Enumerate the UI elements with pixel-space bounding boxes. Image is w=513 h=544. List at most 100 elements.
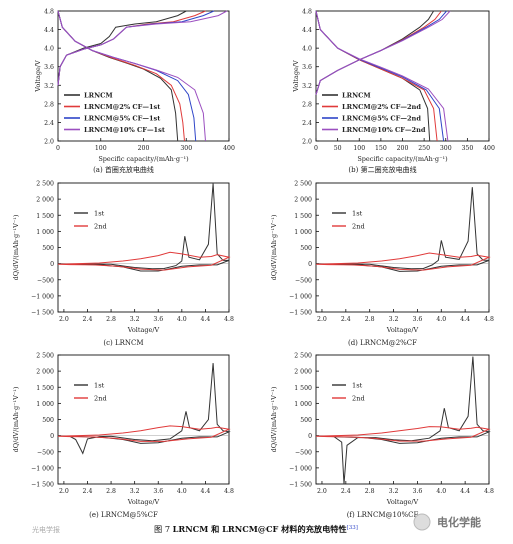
x-tick-label: 3.6 [412, 488, 422, 495]
legend: 1st 2nd [74, 382, 107, 403]
x-tick-label: 4.8 [484, 488, 494, 495]
y-tick-label: 1 000 [294, 229, 312, 236]
y-tick-label: 2 000 [36, 369, 54, 376]
x-tick-label: 3.2 [389, 316, 399, 323]
series-2nd-line [315, 252, 491, 271]
x-tick-label: 50 [334, 145, 342, 152]
y-tick-label: −1 000 [289, 465, 312, 472]
x-axis-label: Voltage/V [127, 498, 160, 506]
x-tick-label: 2.4 [83, 488, 93, 495]
legend-label: LRNCM@2% CF—1st [84, 103, 161, 111]
series-2nd-line [315, 426, 491, 442]
x-tick-label: 4.4 [200, 316, 210, 323]
x-tick-label: 2.4 [341, 316, 351, 323]
y-tick-label: 4.8 [302, 9, 312, 16]
panel-caption: (b) 第二圈充放电曲线 [348, 165, 416, 174]
legend-label: 2nd [352, 395, 365, 403]
x-axis-label: Voltage/V [386, 326, 419, 334]
x-tick-label: 2.0 [59, 316, 69, 323]
y-tick-label: −1 500 [289, 482, 312, 489]
figure-caption-main: LRNCM 和 LRNCM@CF 材料的充放电特性 [173, 524, 347, 534]
legend: 1st 2nd [332, 210, 365, 231]
x-tick-label: 4.8 [224, 488, 234, 495]
chart-panel-a: 2.0 2.4 2.8 3.2 3.6 4.0 4.4 4.8 0 100 200 300 400 Spe… [34, 9, 235, 175]
legend-label: LRNCM [342, 92, 371, 100]
y-tick-label: 2 500 [294, 353, 312, 360]
series-lrncm-5-cf-charge-line [315, 10, 447, 95]
watermark-right: 电化学能 [413, 513, 481, 531]
chart-panel-c: −1 500 −1 000 −500 0 500 1 000 1 500 2 000 2 500… [12, 181, 234, 348]
panel-caption: (d) LRNCM@2%CF [348, 339, 417, 347]
y-tick-label: 0 [50, 433, 54, 440]
x-tick-label: 2.0 [317, 488, 327, 495]
x-axis-label: Voltage/V [127, 326, 160, 334]
y-tick-label: −1 500 [31, 310, 54, 317]
series-lrncm-10-cf-discharge-line [315, 10, 449, 142]
y-tick-label: 4.8 [44, 9, 54, 16]
y-axis-label: dQ/dV/(mAh·g⁻¹V⁻¹) [270, 214, 278, 280]
y-tick-label: 2.4 [302, 120, 312, 127]
y-tick-label: 2.8 [44, 101, 54, 108]
x-tick-label: 200 [397, 145, 409, 152]
x-tick-label: 300 [180, 145, 192, 152]
y-tick-label: 0 [50, 261, 54, 268]
y-axis-label: dQ/dV/(mAh·g⁻¹V⁻¹) [270, 386, 278, 452]
x-tick-label: 2.0 [317, 316, 327, 323]
x-tick-label: 250 [418, 145, 430, 152]
y-tick-label: 2 500 [36, 353, 54, 360]
x-tick-label: 400 [223, 145, 235, 152]
x-tick-label: 400 [483, 145, 495, 152]
y-tick-label: −500 [295, 449, 312, 456]
series-lrncm-10-cf-discharge-line [57, 10, 206, 142]
y-tick-label: 3.2 [302, 83, 312, 90]
y-tick-label: 4.4 [302, 27, 312, 34]
plot-frame [315, 182, 490, 313]
x-tick-label: 3.2 [130, 488, 140, 495]
y-tick-label: 1 000 [36, 401, 54, 408]
series-1st-line [315, 356, 491, 485]
legend-label: LRNCM@2% CF—2nd [342, 103, 421, 111]
x-tick-label: 2.8 [365, 316, 375, 323]
legend: LRNCM LRNCM@2% CF—1st LRNCM@5% CF—1st LRNCM… [64, 92, 166, 134]
y-tick-label: 1 500 [36, 213, 54, 220]
x-tick-label: 4.8 [224, 316, 234, 323]
panel-caption: (c) LRNCM [103, 339, 143, 347]
x-tick-label: 4.0 [177, 488, 187, 495]
y-tick-label: 2 000 [36, 197, 54, 204]
y-tick-label: 0 [308, 261, 312, 268]
x-tick-label: 0 [56, 145, 60, 152]
x-axis-label: Specific capacity/(mAh·g⁻¹) [98, 155, 189, 163]
x-tick-label: 200 [138, 145, 150, 152]
y-tick-label: 1 500 [294, 385, 312, 392]
chart-panel-b: 2.0 2.4 2.8 3.2 3.6 4.0 4.4 4.8 0 50 100 150 200 250 3… [292, 9, 495, 175]
legend: LRNCM LRNCM@2% CF—2nd LRNCM@5% CF—2nd LRNCM… [322, 92, 426, 134]
y-tick-label: 2 000 [294, 369, 312, 376]
y-tick-label: 3.6 [302, 64, 312, 71]
y-tick-label: 0 [308, 433, 312, 440]
y-tick-label: 2.0 [302, 139, 312, 146]
x-tick-label: 2.8 [106, 316, 116, 323]
y-tick-label: 2.0 [44, 139, 54, 146]
y-axis-label: Voltage/V [34, 60, 42, 93]
plot-frame [57, 354, 230, 485]
y-tick-label: −500 [295, 277, 312, 284]
x-tick-label: 4.0 [177, 316, 187, 323]
watermark-logo-icon [413, 513, 431, 531]
y-tick-label: 500 [300, 417, 312, 424]
chart-panel-d: −1 500 −1 000 −500 0 500 1 000 1 500 2 000 2 500… [270, 181, 494, 348]
panel-caption: (f) LRNCM@10%CF [347, 511, 419, 519]
x-tick-label: 2.8 [365, 488, 375, 495]
figure-caption-prefix: 图 7 [154, 524, 173, 534]
legend-label: LRNCM@5% CF—2nd [342, 115, 421, 123]
chart-panel-f: −1 500 −1 000 −500 0 500 1 000 1 500 2 000 2 500… [270, 353, 494, 520]
x-tick-label: 300 [440, 145, 452, 152]
legend-label: 1st [94, 210, 105, 218]
y-tick-label: 4.0 [302, 46, 312, 53]
watermark-left: 光电学报 [32, 525, 60, 534]
legend-label: LRNCM [84, 92, 113, 100]
y-tick-label: 2 500 [294, 181, 312, 188]
plot-frame [315, 354, 490, 485]
series-2nd-line [57, 251, 231, 271]
x-tick-label: 2.0 [59, 488, 69, 495]
